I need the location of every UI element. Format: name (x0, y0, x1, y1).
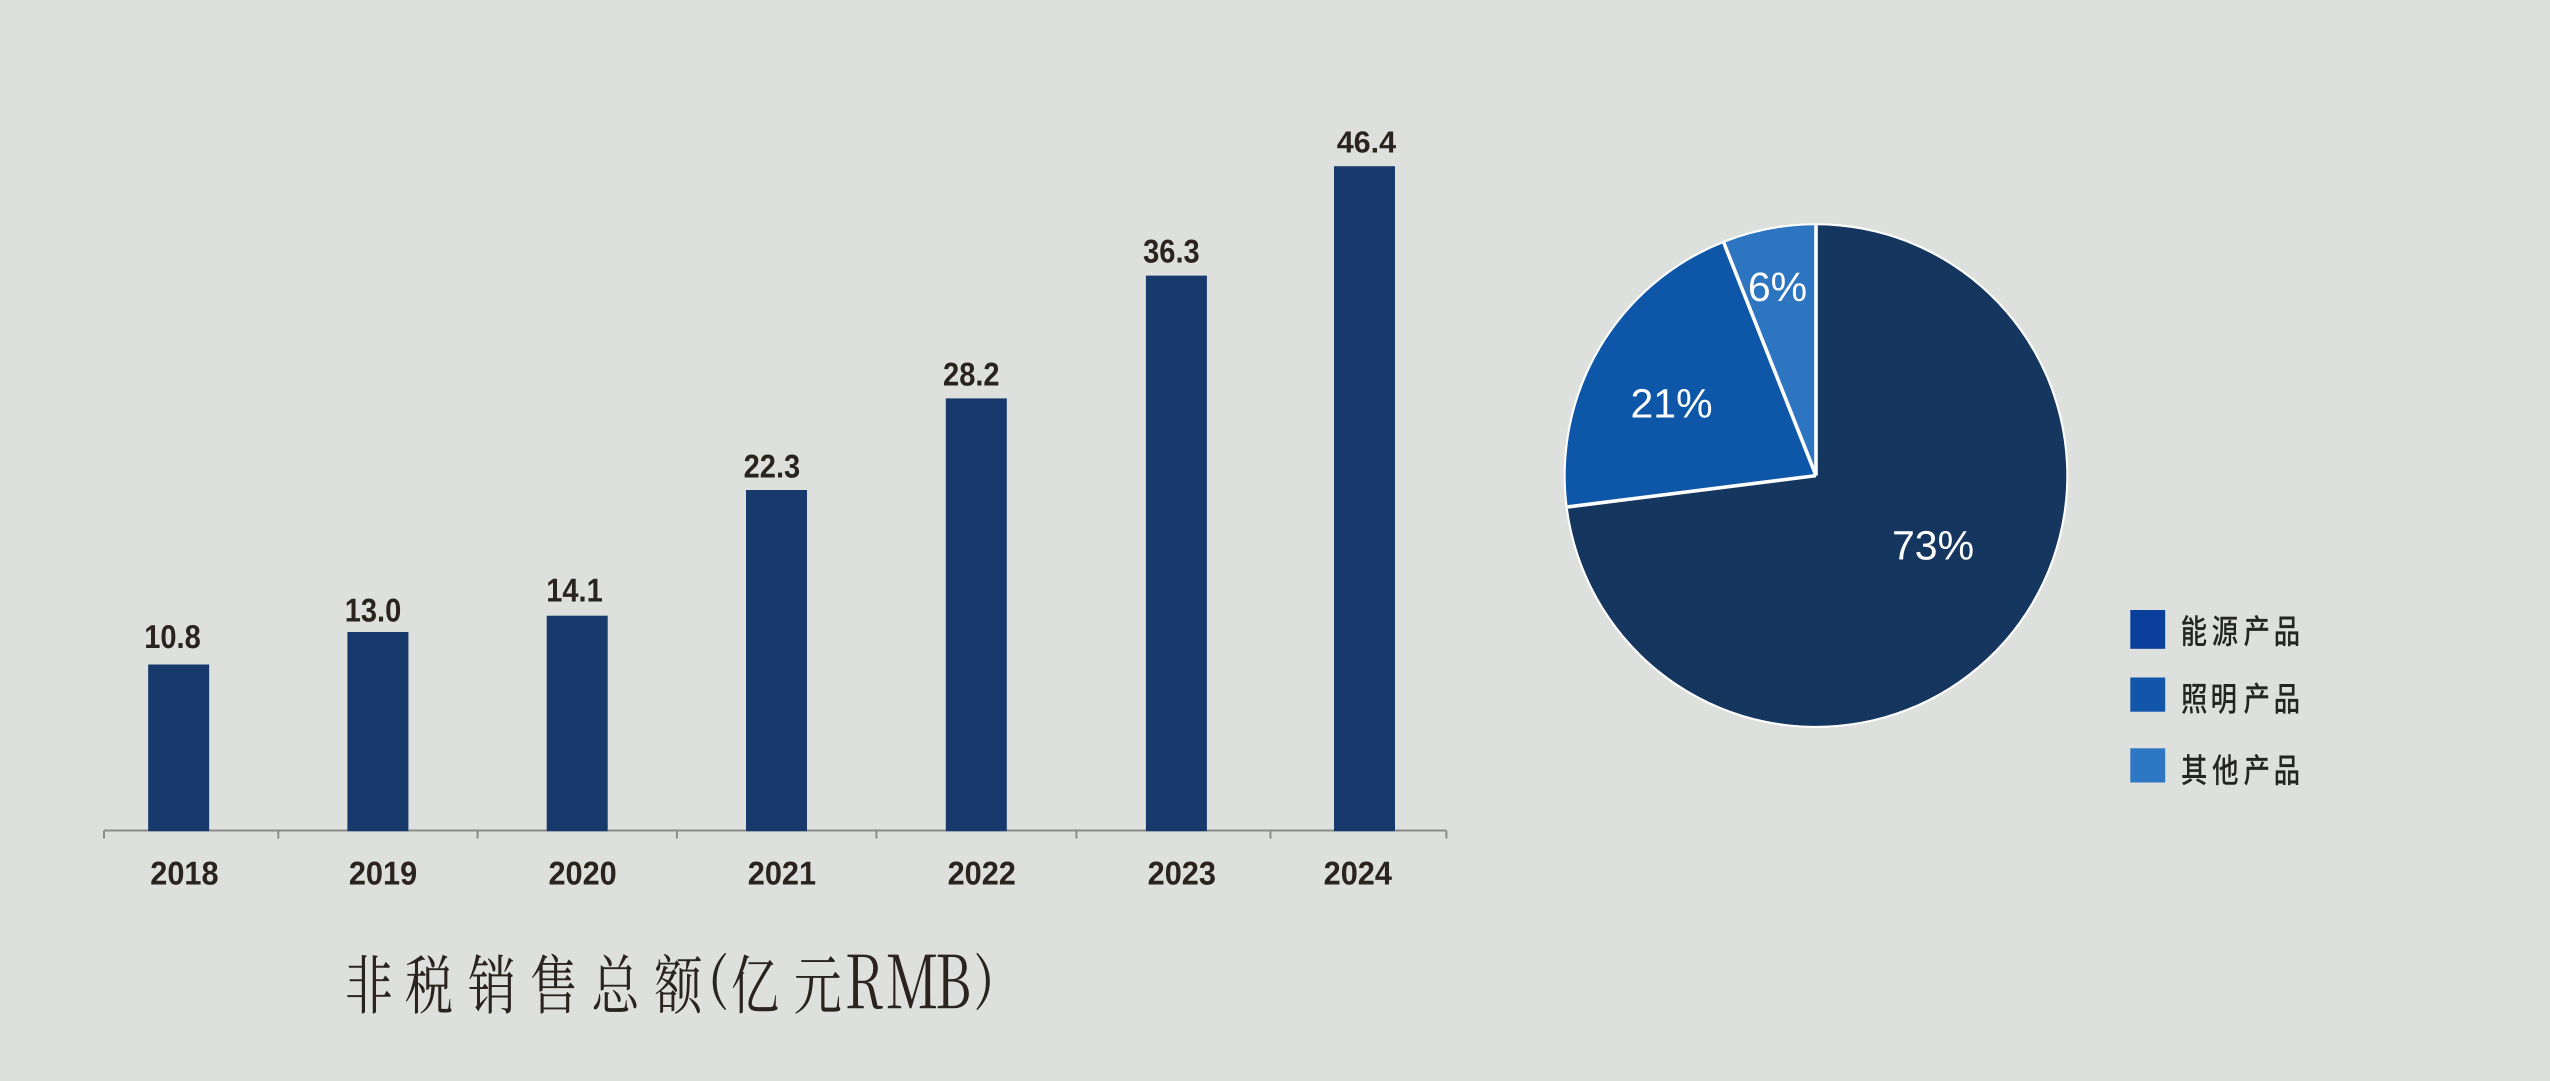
svg-text:13.0: 13.0 (345, 591, 402, 628)
svg-text:28.2: 28.2 (943, 355, 1000, 392)
svg-text:6%: 6% (1748, 264, 1807, 310)
svg-text:10.8: 10.8 (144, 618, 201, 655)
svg-text:46.4: 46.4 (1337, 126, 1396, 160)
svg-text:2018: 2018 (150, 855, 218, 892)
svg-text:2024: 2024 (1324, 855, 1393, 892)
svg-text:2020: 2020 (548, 855, 616, 892)
svg-text:14.1: 14.1 (546, 572, 603, 609)
svg-text:36.3: 36.3 (1143, 233, 1200, 270)
svg-text:2019: 2019 (349, 855, 417, 892)
svg-text:21%: 21% (1630, 381, 1712, 427)
svg-text:2022: 2022 (948, 855, 1016, 892)
svg-text:2021: 2021 (748, 855, 816, 892)
svg-text:22.3: 22.3 (744, 447, 801, 484)
svg-text:73%: 73% (1892, 523, 1974, 569)
svg-text:2023: 2023 (1148, 855, 1216, 892)
